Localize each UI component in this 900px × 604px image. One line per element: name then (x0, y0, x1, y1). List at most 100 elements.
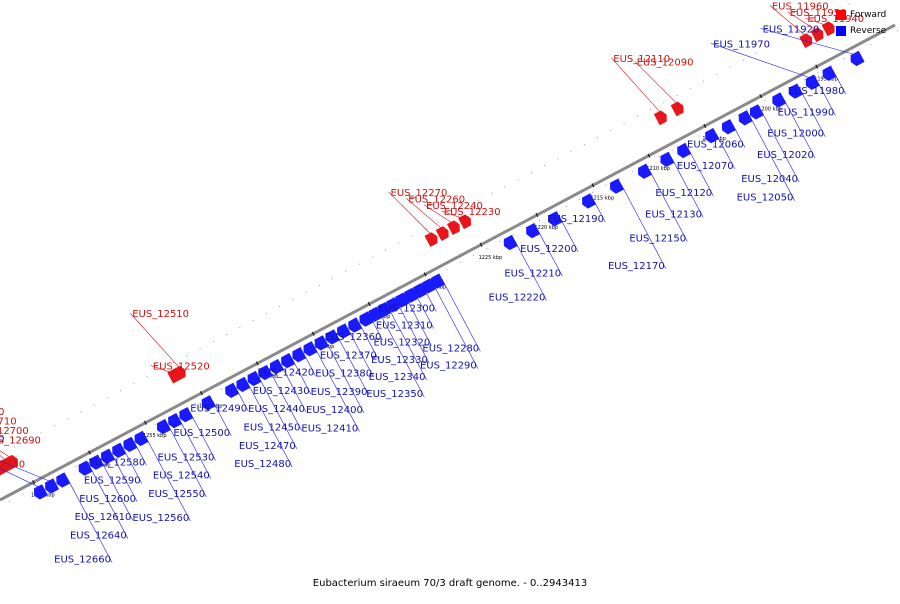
gene-label-eus_12590: EUS_12590 (84, 476, 141, 487)
gene-label-eus_12700: EUS_12700 (0, 426, 29, 437)
leader-line (388, 191, 435, 238)
gene-label-eus_12330: EUS_12330 (371, 355, 428, 366)
gene-feature (89, 454, 104, 470)
gene-label-eus_12530: EUS_12530 (158, 452, 215, 463)
gene-label-eus_12260: EUS_12260 (408, 194, 465, 205)
legend-swatch-reverse (836, 26, 846, 36)
leader-line (715, 133, 736, 170)
gene-feature (269, 358, 284, 375)
gene-label-eus_11950: EUS_11950 (790, 8, 847, 19)
leader-line (611, 57, 664, 117)
gene-label-eus_12070: EUS_12070 (677, 161, 734, 172)
gene-feature (33, 484, 48, 500)
gene-label-eus_12060: EUS_12060 (687, 140, 744, 151)
leader-line (150, 365, 178, 375)
legend-item-reverse: Reverse (836, 23, 886, 39)
gene-label-eus_12150: EUS_12150 (629, 234, 686, 245)
tick-mark (88, 450, 91, 455)
leader-line (782, 97, 816, 159)
leader-line (799, 88, 826, 137)
tick-label: 1225 kbp (479, 255, 503, 261)
legend-swatch-forward (836, 10, 846, 20)
leader-line (212, 400, 232, 437)
leader-line (134, 442, 147, 466)
leader-line (379, 312, 425, 398)
leader-line (235, 388, 249, 412)
gene-feature (314, 335, 329, 351)
tick-mark (255, 361, 259, 366)
gene-label-eus_12040: EUS_12040 (741, 174, 798, 185)
gene-label-eus_12410: EUS_12410 (301, 424, 358, 435)
gene-feature (705, 127, 720, 144)
gene-labels: EUS_11980 EUS_11990 EUS_12000 EUS_12020 EUS_… (0, 1, 864, 566)
leader-line (0, 455, 10, 464)
leader-line (167, 424, 207, 498)
gene-label-eus_12450: EUS_12450 (244, 423, 301, 434)
gene-feature (503, 234, 518, 251)
gene-feature (721, 119, 736, 135)
leader-line (711, 43, 817, 81)
gene-feature (749, 104, 764, 120)
gene-label-eus_12720: EUS_12720 (0, 407, 4, 418)
leader-line (89, 465, 129, 539)
gene-feature (348, 317, 363, 333)
leader-line (189, 412, 216, 461)
gene-feature (156, 418, 171, 435)
gene-feature (167, 368, 181, 384)
leader-line (358, 322, 379, 359)
leader-line (405, 297, 432, 346)
gene-label-eus_12430: EUS_12430 (253, 386, 310, 397)
gene-features (0, 21, 865, 500)
leader-line (111, 454, 138, 503)
leader-line (592, 198, 606, 222)
gene-feature (123, 436, 138, 453)
gene-label-eus_12660: EUS_12660 (54, 555, 111, 566)
gene-label-eus_12690: EUS_12690 (0, 435, 41, 446)
gene-feature (78, 460, 93, 476)
gene-label-eus_12520: EUS_12520 (153, 362, 210, 373)
leader-line (805, 17, 832, 28)
gene-label-eus_11990: EUS_11990 (777, 107, 834, 118)
legend: Forward Reverse (836, 7, 886, 39)
tick-label: 1255 kbp (143, 433, 167, 439)
gene-feature (548, 211, 563, 227)
gene-label-eus_12170: EUS_12170 (608, 261, 665, 272)
gene-label-eus_12350: EUS_12350 (366, 389, 423, 400)
gene-feature (821, 21, 835, 37)
leader-line (787, 11, 821, 34)
legend-label-reverse: Reverse (850, 26, 887, 36)
leader-line (0, 468, 45, 491)
tick-mark (144, 420, 147, 425)
leader-line (325, 340, 365, 414)
gene-label-eus_12540: EUS_12540 (153, 471, 210, 482)
genome-backbone (0, 0, 899, 506)
gene-label-eus_12400: EUS_12400 (306, 405, 363, 416)
tick-label: 1195 kbp (814, 77, 838, 83)
leader-line (432, 283, 479, 369)
tick-label: 1210 kbp (646, 166, 670, 172)
gene-feature (435, 226, 449, 242)
gene-feature (112, 442, 127, 459)
leader-line (536, 228, 563, 277)
gene-feature (582, 193, 597, 209)
leader-line (749, 115, 795, 201)
leader-line (514, 240, 547, 301)
gene-feature (337, 323, 352, 339)
leader-line (387, 307, 427, 381)
leader-line (314, 346, 360, 432)
gene-feature (446, 220, 460, 236)
gene-label-eus_12420: EUS_12420 (257, 368, 314, 379)
tick-mark (535, 212, 539, 218)
gene-feature (822, 65, 837, 81)
gene-label-eus_12710: EUS_12710 (0, 417, 17, 428)
leader-line (760, 28, 862, 57)
tick-label: 1215 kbp (590, 195, 614, 201)
gene-feature (850, 50, 865, 67)
gene-feature (201, 395, 216, 411)
gene-label-eus_12280: EUS_12280 (422, 343, 479, 354)
gene-feature (236, 376, 251, 393)
gene-feature (458, 214, 472, 230)
leader-line (247, 382, 293, 468)
tick-label: 1200 kbp (758, 106, 782, 112)
